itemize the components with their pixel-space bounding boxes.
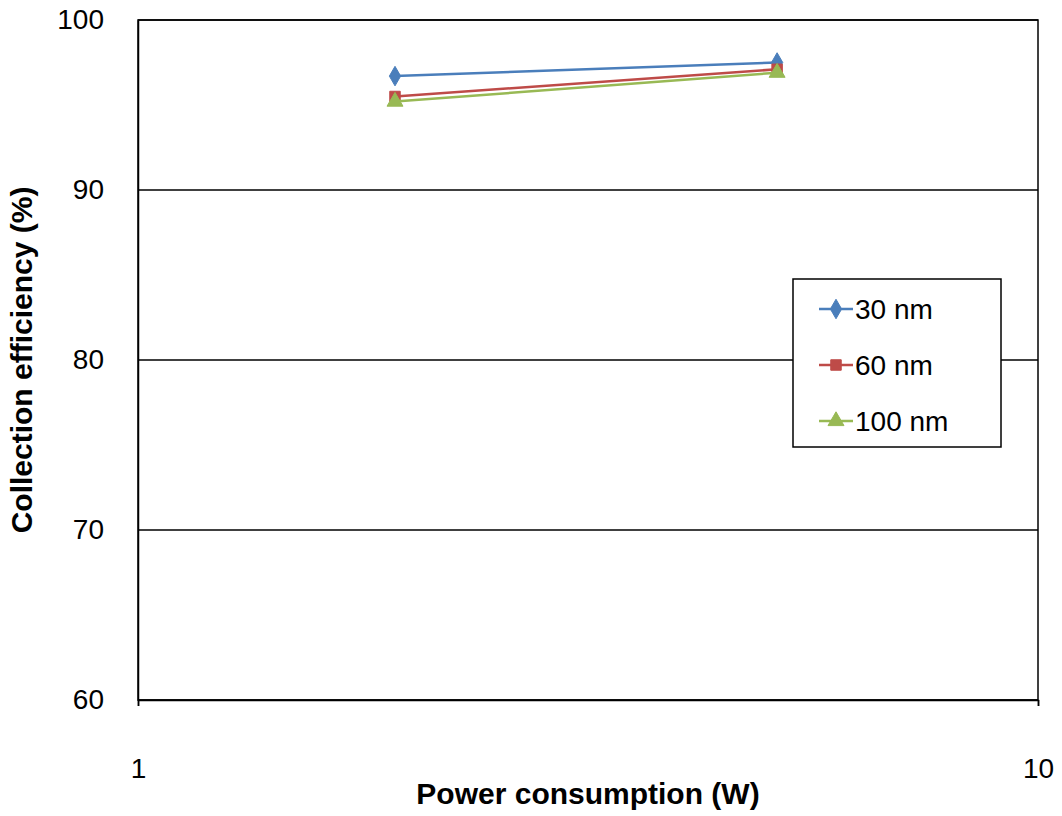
legend-marker [830,299,841,319]
x-tick: 1 [131,700,147,784]
series-marker [389,66,400,86]
y-tick-label: 100 [57,4,104,35]
legend-label: 100 nm [855,406,948,437]
grid-line [138,189,1038,191]
series-line [395,69,777,96]
y-tick: 70 [73,514,138,545]
legend-label: 30 nm [855,294,933,325]
y-tick-label: 90 [73,174,104,205]
x-tick-label: 10 [1023,753,1054,784]
legend-marker [831,360,841,370]
legend-marker [828,412,844,426]
legend-label: 60 nm [855,350,933,381]
x-tick-mark [138,700,140,706]
y-tick: 100 [57,4,138,35]
y-tick-label: 80 [73,344,104,375]
y-axis-title: Collection efficiency (%) [5,187,38,534]
y-tick-label: 70 [73,514,104,545]
legend: 30 nm 60 nm 100 nm [793,279,1001,447]
plot: 1 10 60 70 80 90 100 30 nm 60 nm 100 nm [57,4,1054,783]
series-marker [769,63,785,77]
chart: 1 10 60 70 80 90 100 30 nm 60 nm 100 nm Power cons… [0,0,1062,816]
x-axis-title: Power consumption (W) [416,777,759,810]
y-axis-line [138,21,140,701]
grid-line [138,529,1038,531]
series-marker [387,92,403,106]
x-tick-mark [1038,700,1040,706]
series-line [395,73,777,102]
legend-box [793,279,1001,447]
x-tick: 10 [1023,700,1054,784]
y-tick: 60 [73,684,138,715]
y-tick: 80 [73,344,138,375]
x-axis: 1 10 [131,700,1054,784]
y-tick: 90 [73,174,138,205]
marks [387,53,785,106]
grid [138,20,1038,700]
plot-frame [138,20,1038,700]
x-axis-line [139,701,1039,707]
y-axis: 60 70 80 90 100 [57,4,138,715]
x-tick-label: 1 [131,753,147,784]
y-tick-label: 60 [73,684,104,715]
